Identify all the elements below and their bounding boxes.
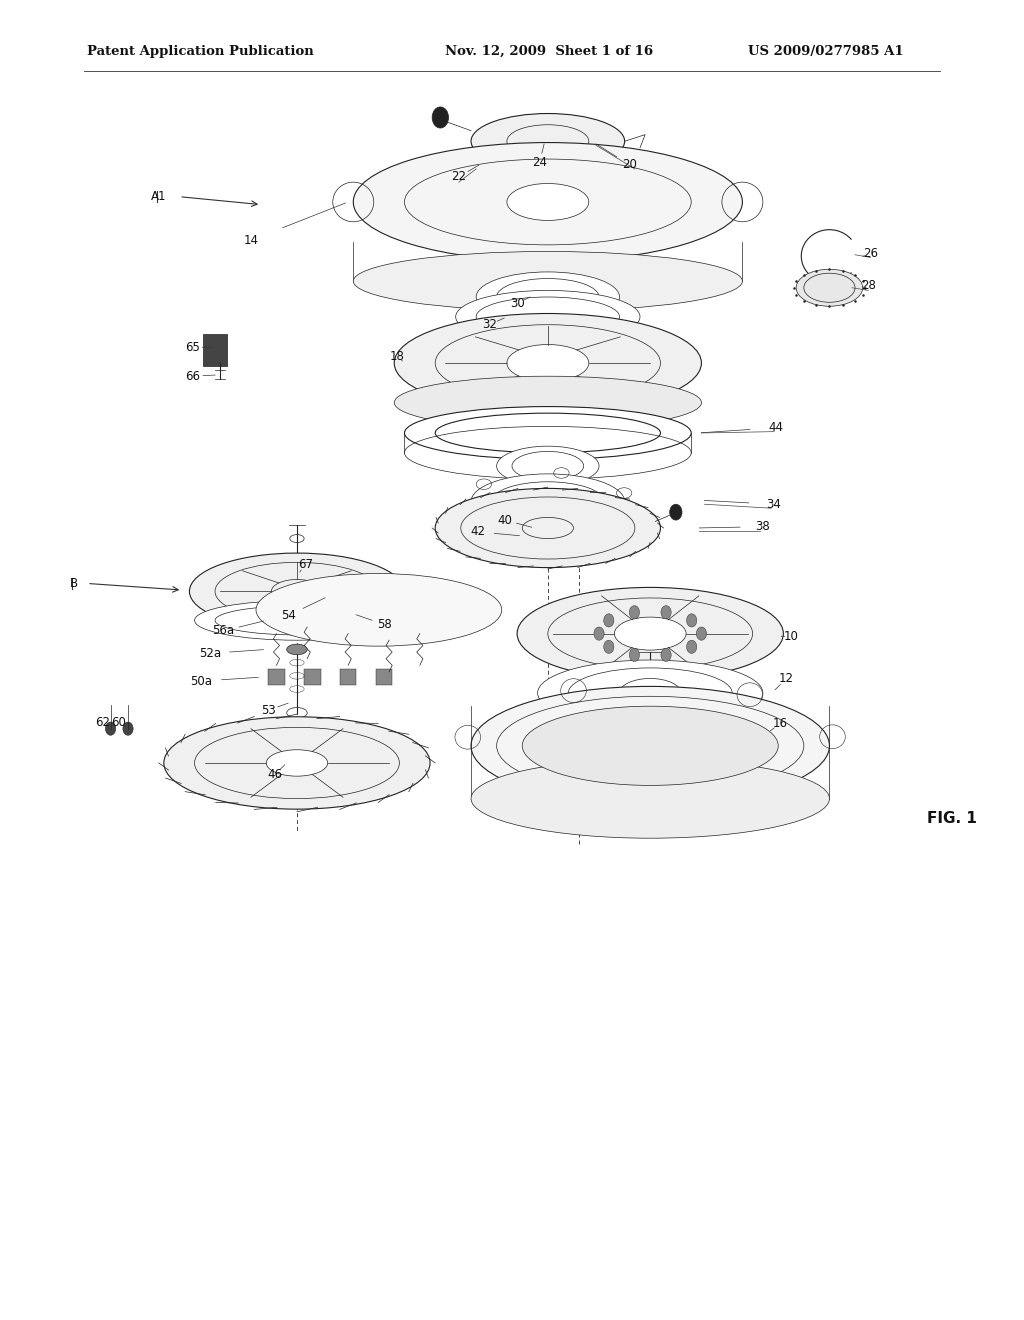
Text: 67: 67: [298, 558, 312, 572]
Ellipse shape: [538, 660, 763, 726]
Bar: [530, 264, 539, 277]
Circle shape: [604, 614, 614, 627]
Ellipse shape: [353, 143, 742, 261]
Ellipse shape: [404, 407, 691, 459]
Text: 14: 14: [244, 234, 258, 247]
Ellipse shape: [456, 290, 640, 343]
Text: 50a: 50a: [189, 675, 212, 688]
Text: 65: 65: [185, 341, 200, 354]
Bar: [600, 308, 608, 321]
Text: Patent Application Publication: Patent Application Publication: [87, 45, 313, 58]
Bar: [304, 669, 321, 685]
Circle shape: [432, 107, 449, 128]
Ellipse shape: [471, 686, 829, 805]
Text: 42: 42: [471, 525, 485, 539]
Bar: [203, 334, 227, 366]
Text: 53: 53: [261, 704, 275, 717]
Ellipse shape: [471, 759, 829, 838]
Circle shape: [696, 627, 707, 640]
Text: 28: 28: [861, 279, 876, 292]
Bar: [474, 300, 482, 313]
Text: US 2009/0277985 A1: US 2009/0277985 A1: [748, 45, 903, 58]
Text: 18: 18: [390, 350, 404, 363]
Circle shape: [686, 640, 696, 653]
Ellipse shape: [189, 553, 404, 630]
Bar: [470, 290, 478, 304]
Ellipse shape: [797, 269, 863, 306]
Ellipse shape: [164, 717, 430, 809]
Text: 54: 54: [282, 609, 296, 622]
Ellipse shape: [497, 446, 599, 486]
Bar: [581, 313, 589, 326]
Text: 30: 30: [510, 297, 524, 310]
Bar: [268, 669, 285, 685]
Ellipse shape: [471, 474, 625, 529]
Ellipse shape: [195, 601, 399, 640]
Bar: [617, 290, 626, 304]
Text: 46: 46: [267, 768, 282, 781]
Ellipse shape: [435, 488, 660, 568]
Ellipse shape: [394, 314, 701, 412]
Text: 58: 58: [377, 618, 391, 631]
Text: 22: 22: [452, 170, 466, 183]
Ellipse shape: [522, 706, 778, 785]
Bar: [507, 268, 515, 281]
Bar: [474, 281, 482, 294]
Text: B: B: [70, 577, 78, 590]
Text: 38: 38: [756, 520, 770, 533]
Bar: [600, 273, 608, 286]
Text: 32: 32: [482, 318, 497, 331]
Text: 24: 24: [532, 156, 547, 169]
Text: 16: 16: [773, 717, 787, 730]
Bar: [376, 669, 392, 685]
Text: 20: 20: [623, 158, 637, 172]
Ellipse shape: [471, 114, 625, 169]
Circle shape: [630, 648, 640, 661]
Text: 56a: 56a: [212, 624, 234, 638]
Ellipse shape: [507, 345, 589, 381]
Ellipse shape: [394, 376, 701, 429]
Ellipse shape: [476, 272, 620, 322]
Bar: [613, 300, 622, 313]
Ellipse shape: [353, 251, 742, 312]
Text: FIG. 1: FIG. 1: [928, 810, 977, 826]
Bar: [530, 317, 539, 330]
Ellipse shape: [287, 644, 307, 655]
Circle shape: [660, 606, 671, 619]
Bar: [487, 273, 496, 286]
Ellipse shape: [266, 750, 328, 776]
Circle shape: [670, 504, 682, 520]
Bar: [340, 669, 356, 685]
Bar: [507, 313, 515, 326]
Circle shape: [105, 722, 116, 735]
Text: 26: 26: [863, 247, 878, 260]
Bar: [487, 308, 496, 321]
Text: 10: 10: [784, 630, 799, 643]
Ellipse shape: [517, 587, 783, 680]
Ellipse shape: [256, 573, 502, 645]
Bar: [557, 264, 565, 277]
Circle shape: [604, 640, 614, 653]
Text: Nov. 12, 2009  Sheet 1 of 16: Nov. 12, 2009 Sheet 1 of 16: [445, 45, 653, 58]
Ellipse shape: [614, 618, 686, 651]
Text: 60: 60: [112, 715, 126, 729]
Text: 34: 34: [766, 498, 780, 511]
Circle shape: [630, 606, 640, 619]
Circle shape: [594, 627, 604, 640]
Bar: [581, 268, 589, 281]
Text: 44: 44: [769, 421, 783, 434]
Text: 62: 62: [95, 715, 110, 729]
Bar: [613, 281, 622, 294]
Text: 40: 40: [498, 513, 512, 527]
Ellipse shape: [507, 183, 589, 220]
Circle shape: [123, 722, 133, 735]
Circle shape: [686, 614, 696, 627]
Circle shape: [660, 648, 671, 661]
Text: 12: 12: [779, 672, 794, 685]
Text: 52a: 52a: [199, 647, 221, 660]
Text: A1: A1: [151, 190, 167, 203]
Bar: [557, 317, 565, 330]
Text: 66: 66: [185, 370, 200, 383]
